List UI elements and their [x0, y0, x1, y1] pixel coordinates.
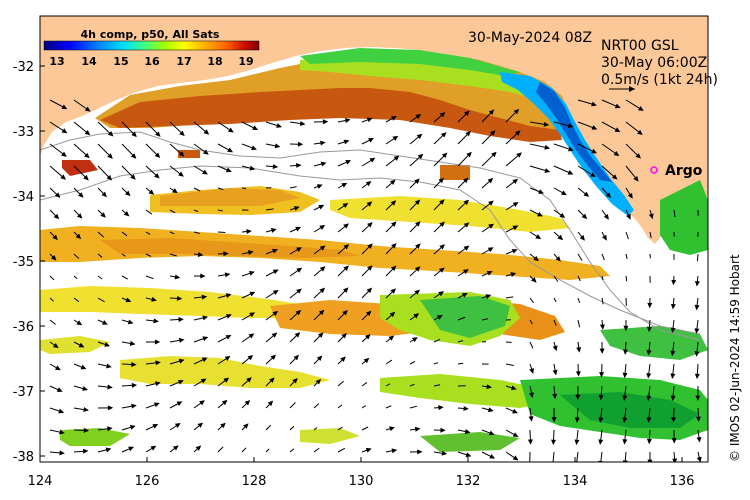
x-tick-label: 126 [135, 474, 160, 489]
y-tick-label: -35 [13, 255, 34, 270]
colorbar-tick: 19 [238, 55, 253, 68]
current-arrowhead [551, 462, 554, 466]
current-arrowhead [624, 461, 627, 465]
y-tick-label: -36 [13, 320, 34, 335]
current-arrowhead [528, 462, 531, 466]
x-tick-label: 124 [28, 474, 53, 489]
current-arrow [218, 232, 225, 233]
credit-text: © IMOS 02-Jun-2024 14:59 Hobart [728, 254, 742, 462]
x-tick-label: 134 [563, 474, 588, 489]
x-tick-label: 128 [242, 474, 267, 489]
product-line-1: NRT00 GSL [601, 38, 679, 54]
colorbar-tick: 17 [176, 55, 191, 68]
current-arrow [697, 254, 698, 261]
y-tick-label: -37 [13, 385, 34, 400]
colorbar-tick: 18 [207, 55, 222, 68]
argo-label: Argo [665, 163, 703, 179]
colorbar-gradient [44, 41, 259, 50]
velocity-scale-label: 0.5m/s (1kt 24h) [601, 72, 718, 88]
y-tick-label: -33 [13, 125, 34, 140]
x-tick-label: 132 [456, 474, 481, 489]
current-arrow [242, 188, 246, 189]
map-timestamp: 30-May-2024 08Z [468, 30, 592, 46]
x-tick-label: 136 [670, 474, 695, 489]
y-tick-label: -38 [13, 450, 34, 465]
product-line-2: 30-May 06:00Z [601, 55, 707, 71]
y-tick-label: -34 [13, 190, 34, 205]
colorbar-tick: 14 [81, 55, 97, 68]
x-tick-label: 130 [349, 474, 374, 489]
colorbar-tick: 13 [49, 55, 64, 68]
y-tick-label: -32 [13, 60, 34, 75]
colorbar-tick: 16 [144, 55, 160, 68]
colorbar-tick: 15 [113, 55, 128, 68]
colorbar-title: 4h comp, p50, All Sats [81, 28, 220, 41]
